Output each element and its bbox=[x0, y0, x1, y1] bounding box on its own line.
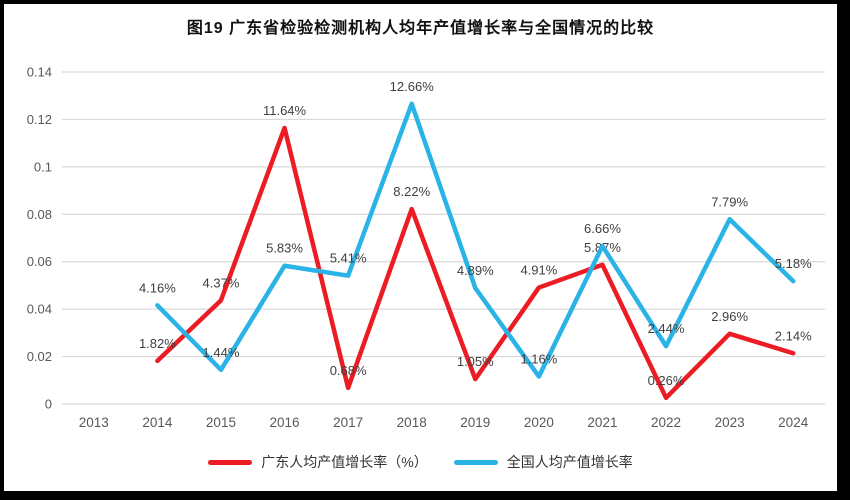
legend-item-national: 全国人均产值增长率 bbox=[453, 452, 633, 472]
data-label-guangdong: 1.05% bbox=[457, 354, 494, 369]
chart-legend: 广东人均产值增长率（%） 全国人均产值增长率 bbox=[4, 452, 837, 472]
legend-item-guangdong: 广东人均产值增长率（%） bbox=[208, 452, 428, 472]
y-axis-tick-label: 0.04 bbox=[27, 302, 52, 317]
y-axis-tick-label: 0.1 bbox=[34, 159, 52, 174]
data-label-national: 12.66% bbox=[390, 79, 435, 94]
data-label-national: 2.44% bbox=[648, 321, 685, 336]
x-axis-tick-label: 2016 bbox=[270, 415, 300, 430]
data-label-guangdong: 11.64% bbox=[263, 103, 307, 118]
line-chart-plot-area: 0 0.02 0.04 0.06 0.08 0.1 0.12 0.14 2013 2014 2015… bbox=[27, 65, 825, 430]
data-label-national: 7.79% bbox=[711, 194, 748, 209]
y-axis-tick-label: 0 bbox=[45, 397, 52, 412]
y-axis-tick-label: 0.08 bbox=[27, 207, 52, 222]
y-axis-tick-label: 0.12 bbox=[27, 112, 52, 127]
series-line-guangdong bbox=[155, 125, 796, 401]
data-label-guangdong: 4.91% bbox=[520, 263, 557, 278]
x-axis-tick-label: 2015 bbox=[206, 415, 236, 430]
x-axis-tick-label: 2013 bbox=[79, 415, 109, 430]
data-label-national: 5.83% bbox=[266, 241, 303, 256]
national-series-swatch-icon bbox=[453, 459, 498, 465]
x-axis-tick-label: 2023 bbox=[715, 415, 745, 430]
x-axis-tick-label: 2022 bbox=[651, 415, 681, 430]
data-label-national: 5.18% bbox=[775, 256, 812, 271]
x-axis-tick-label: 2017 bbox=[333, 415, 363, 430]
data-label-guangdong: 2.96% bbox=[711, 309, 748, 324]
y-axis-tick-label: 0.02 bbox=[27, 349, 52, 364]
data-label-guangdong: 2.14% bbox=[775, 328, 812, 343]
legend-label-guangdong: 广东人均产值增长率（%） bbox=[261, 454, 428, 470]
guangdong-series-swatch-icon bbox=[208, 459, 253, 465]
data-label-national: 6.66% bbox=[584, 221, 621, 236]
series-line-national bbox=[155, 101, 796, 379]
data-label-national: 1.16% bbox=[520, 351, 557, 366]
x-axis-tick-label: 2014 bbox=[142, 415, 173, 430]
data-label-guangdong: 4.37% bbox=[203, 275, 240, 290]
legend-label-national: 全国人均产值增长率 bbox=[506, 454, 633, 470]
x-axis-tick-label: 2021 bbox=[587, 415, 617, 430]
data-label-guangdong: 1.82% bbox=[139, 336, 176, 351]
x-axis-tick-label: 2020 bbox=[524, 415, 554, 430]
x-axis-tick-label: 2018 bbox=[397, 415, 427, 430]
data-label-guangdong: 0.26% bbox=[648, 373, 685, 388]
chart-title: 图19 广东省检验检测机构人均年产值增长率与全国情况的比较 bbox=[186, 20, 655, 37]
y-axis-tick-label: 0.14 bbox=[27, 65, 52, 80]
data-label-guangdong: 0.68% bbox=[330, 363, 367, 378]
data-label-national: 1.44% bbox=[203, 345, 240, 360]
data-label-guangdong: 8.22% bbox=[393, 184, 430, 199]
data-label-national: 4.16% bbox=[139, 280, 176, 295]
data-label-national: 5.41% bbox=[330, 251, 367, 266]
x-axis-tick-label: 2024 bbox=[778, 415, 809, 430]
data-label-national: 4.89% bbox=[457, 263, 494, 278]
y-axis-tick-label: 0.06 bbox=[27, 254, 52, 269]
x-axis-tick-label: 2019 bbox=[460, 415, 490, 430]
